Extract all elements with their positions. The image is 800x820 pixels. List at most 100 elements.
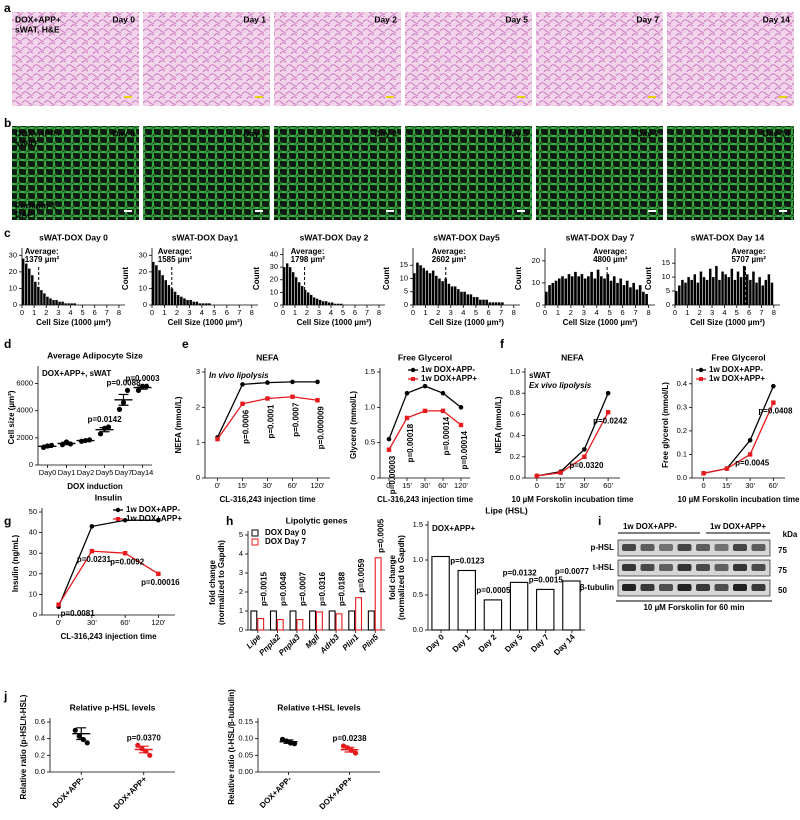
note: DOX+APP+ xyxy=(432,524,475,533)
point xyxy=(116,406,123,412)
x-tick-label: DOX+APP+ xyxy=(318,774,355,811)
band xyxy=(733,544,747,551)
x-tick-label: 8 xyxy=(377,308,381,317)
image-label: DOX+APP+ xyxy=(15,14,61,24)
point xyxy=(240,401,245,406)
x-tick-label: 30' xyxy=(420,481,430,490)
blot-caption: 10 µM Forskolin for 60 min xyxy=(643,603,744,612)
average-label: 1379 µm² xyxy=(25,255,60,264)
bar xyxy=(457,289,460,305)
x-tick-label: 0 xyxy=(543,308,547,317)
average-label: 2602 µm² xyxy=(432,255,467,264)
bar xyxy=(619,278,623,305)
x-tick-label: 2 xyxy=(44,308,48,317)
scale-bar xyxy=(124,210,132,212)
bar xyxy=(702,277,706,305)
p-value: p=0.0081 xyxy=(61,609,96,618)
bar xyxy=(435,275,438,305)
band xyxy=(640,584,655,591)
x-axis-label: DOX induction xyxy=(67,482,123,491)
error-bar xyxy=(76,727,87,741)
y-tick-label: 0.6 xyxy=(35,717,45,726)
y-tick-label: 10 xyxy=(270,287,278,296)
y-tick-label: 1.0 xyxy=(413,555,423,564)
y-tick-label: 0.4 xyxy=(35,734,45,743)
bar xyxy=(557,278,561,305)
legend-label: 1w DOX+APP+ xyxy=(709,374,765,383)
bar xyxy=(158,270,161,305)
scale-bar xyxy=(386,210,394,212)
series-line xyxy=(58,519,159,608)
y-tick-label: 0.6 xyxy=(510,409,520,418)
y-tick-label: 10 xyxy=(532,278,540,287)
bar xyxy=(416,262,419,305)
series-line xyxy=(536,411,609,477)
image-label: DOX+APP+ xyxy=(15,128,61,138)
p-value: p=0.0015 xyxy=(529,576,564,585)
x-tick-label: 4 xyxy=(68,308,72,317)
bar xyxy=(491,302,495,305)
p-value: p=0.00014 xyxy=(442,416,451,455)
panel-letter: i xyxy=(598,514,601,528)
x-tick-label: 60' xyxy=(603,481,613,490)
scale-bar xyxy=(779,96,787,98)
bar xyxy=(155,265,158,305)
y-axis-label: Glycerol (mmol/L) xyxy=(349,391,358,459)
bar xyxy=(201,303,205,305)
y-tick-label: 20 xyxy=(9,267,17,276)
band xyxy=(696,564,710,571)
point xyxy=(84,740,90,746)
x-tick-label: 5 xyxy=(608,308,612,317)
bar xyxy=(733,279,737,305)
point xyxy=(747,438,753,443)
day-label: Day 0 xyxy=(112,14,135,24)
bar xyxy=(52,300,55,305)
y-tick-label: 6000 xyxy=(16,379,33,388)
x-tick-label: 2 xyxy=(698,308,702,317)
x-tick-label: 7 xyxy=(499,308,503,317)
y-tick-label: 30 xyxy=(9,250,17,259)
x-tick-label: 0' xyxy=(56,618,62,627)
panel-letter: d xyxy=(4,337,11,351)
band xyxy=(751,564,766,571)
p-value: p=0.0092 xyxy=(110,557,145,566)
y-tick-label: 0 xyxy=(239,625,243,634)
x-tick-label: 3 xyxy=(56,308,60,317)
chart: 0.0 0.2 0.4 0.6 DOX+APP- DOX+APP+ Relative p-H… xyxy=(19,694,175,811)
point xyxy=(771,400,776,405)
y-tick-label: 0 xyxy=(13,300,17,309)
band xyxy=(659,564,673,571)
panel-letter: g xyxy=(4,514,11,528)
chart-title: NEFA xyxy=(561,352,584,362)
bar xyxy=(337,303,340,305)
x-tick-label: 5 xyxy=(735,308,739,317)
bar xyxy=(678,285,681,305)
bar xyxy=(34,281,37,305)
chart-title: Free Glycerol xyxy=(398,352,452,362)
y-tick-label: 1 xyxy=(239,606,243,615)
x-tick-label: 4 xyxy=(461,308,465,317)
bar xyxy=(472,297,476,305)
x-tick-label: 120' xyxy=(454,481,469,490)
x-tick-label: Day5 xyxy=(96,468,114,477)
bar xyxy=(730,268,734,305)
p-value: p=0.0316 xyxy=(318,571,327,606)
x-tick-label: 2 xyxy=(569,308,573,317)
x-tick-label: 6 xyxy=(747,308,751,317)
y-tick-label: 10 xyxy=(29,589,37,598)
panel-letter: j xyxy=(3,689,7,703)
blot-unit: kDa xyxy=(783,530,798,539)
legend-label: DOX Day 7 xyxy=(265,537,306,546)
bar xyxy=(482,299,485,305)
band xyxy=(696,584,710,591)
bar xyxy=(475,297,479,305)
point xyxy=(122,517,128,523)
y-tick-label: 2000 xyxy=(16,433,33,442)
bar xyxy=(696,282,700,305)
average-label: Average: xyxy=(158,247,192,256)
micrograph xyxy=(274,126,401,220)
band xyxy=(733,564,747,571)
bar xyxy=(283,267,286,305)
bar xyxy=(161,275,164,305)
